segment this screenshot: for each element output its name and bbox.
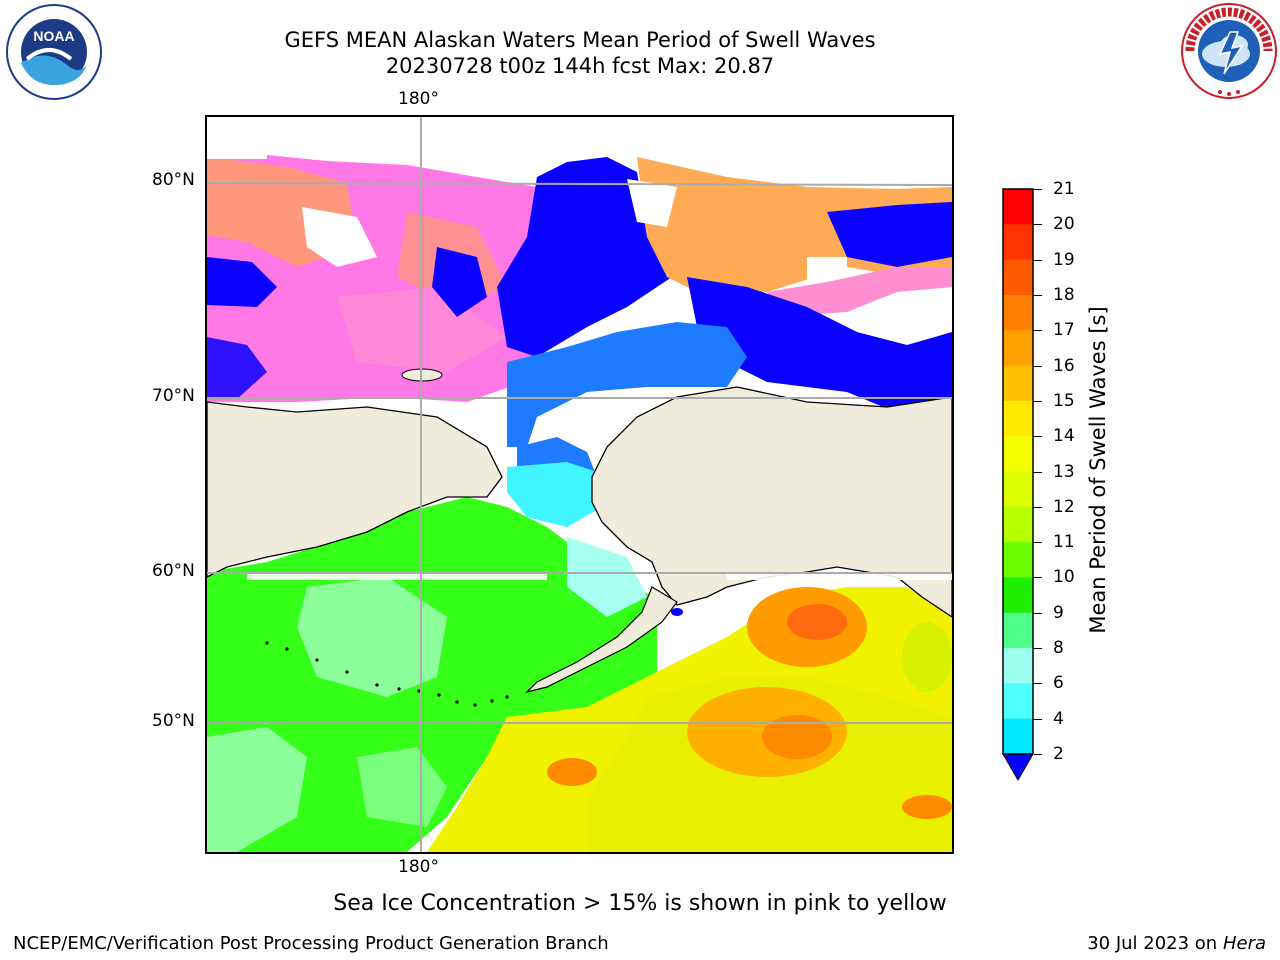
colorbar (1002, 188, 1036, 788)
footer-machine: Hera (1222, 933, 1266, 954)
colorbar-tick-label: 19 (1053, 249, 1075, 270)
colorbar-cell (1003, 542, 1033, 578)
colorbar-cell (1003, 224, 1033, 261)
colorbar-title: Mean Period of Swell Waves [s] (1086, 306, 1110, 634)
colorbar-cell (1003, 648, 1033, 684)
colorbar-cell (1003, 506, 1033, 543)
lat-label-50: 50°N (152, 711, 195, 731)
colorbar-tick-label: 17 (1053, 320, 1075, 341)
colorbar-cell (1003, 577, 1033, 614)
colorbar-tick-mark (1034, 471, 1042, 473)
lon-label-bottom: 180° (398, 857, 439, 877)
noaa-logo: NOAA (5, 3, 103, 105)
colorbar-tick-label: 6 (1053, 673, 1064, 694)
lat-label-60: 60°N (152, 561, 195, 581)
colorbar-tick-mark (1034, 400, 1042, 402)
colorbar-tick-mark (1034, 259, 1042, 261)
colorbar-tick-label: 16 (1053, 355, 1075, 376)
colorbar-tick-label: 4 (1053, 708, 1064, 729)
colorbar-tick-label: 21 (1053, 179, 1075, 199)
colorbar-cell (1003, 471, 1033, 508)
chart-title: GEFS MEAN Alaskan Waters Mean Period of … (284, 28, 876, 52)
colorbar-tick-label: 13 (1053, 461, 1075, 482)
noaa-logo-text: NOAA (33, 28, 74, 44)
colorbar-cell (1003, 330, 1033, 367)
colorbar-tick-mark (1034, 648, 1042, 650)
nws-logo (1180, 2, 1278, 104)
lon-label-top: 180° (398, 89, 439, 109)
colorbar-cell (1003, 718, 1033, 755)
colorbar-tick-mark (1034, 718, 1042, 720)
colorbar-tick-mark (1034, 577, 1042, 579)
colorbar-tick-mark (1034, 754, 1042, 755)
colorbar-tick-mark (1034, 683, 1042, 685)
footer-date: 30 Jul 2023 on Hera (1087, 933, 1266, 954)
sea-ice-note: Sea Ice Concentration > 15% is shown in … (333, 891, 947, 916)
colorbar-tick-label: 12 (1053, 496, 1075, 517)
colorbar-tick-mark (1034, 330, 1042, 332)
colorbar-cell (1003, 365, 1033, 402)
colorbar-tick-label: 18 (1053, 284, 1075, 305)
footer-credit: NCEP/EMC/Verification Post Processing Pr… (13, 933, 609, 954)
colorbar-tick-label: 10 (1053, 567, 1075, 588)
colorbar-cell (1003, 612, 1033, 649)
colorbar-tick-label: 14 (1053, 426, 1075, 447)
colorbar-tick-mark (1034, 436, 1042, 438)
colorbar-cell (1003, 259, 1033, 296)
lat-label-80: 80°N (152, 170, 195, 190)
colorbar-tick-label: 9 (1053, 602, 1064, 623)
colorbar-cell (1003, 400, 1033, 437)
colorbar-tick-mark (1034, 224, 1042, 226)
colorbar-tick-mark (1034, 612, 1042, 614)
footer-date-text: 30 Jul 2023 on (1087, 933, 1223, 954)
colorbar-tick-mark (1034, 542, 1042, 544)
colorbar-tick-mark (1034, 506, 1042, 508)
chart-subtitle: 20230728 t00z 144h fcst Max: 20.87 (385, 54, 775, 78)
colorbar-tick-mark (1034, 189, 1042, 190)
colorbar-tick-mark (1034, 294, 1042, 296)
map-panel (205, 115, 954, 854)
colorbar-tick-label: 11 (1053, 532, 1075, 553)
colorbar-tick-label: 8 (1053, 638, 1064, 659)
colorbar-cell (1003, 683, 1033, 720)
colorbar-tick-label: 20 (1053, 214, 1075, 235)
colorbar-tick-mark (1034, 365, 1042, 367)
lat-label-70: 70°N (152, 386, 195, 406)
colorbar-cell (1003, 436, 1033, 472)
colorbar-tick-label: 15 (1053, 390, 1075, 411)
colorbar-tick-label: 2 (1053, 744, 1064, 764)
colorbar-cell (1003, 294, 1033, 331)
colorbar-cell (1003, 189, 1033, 225)
